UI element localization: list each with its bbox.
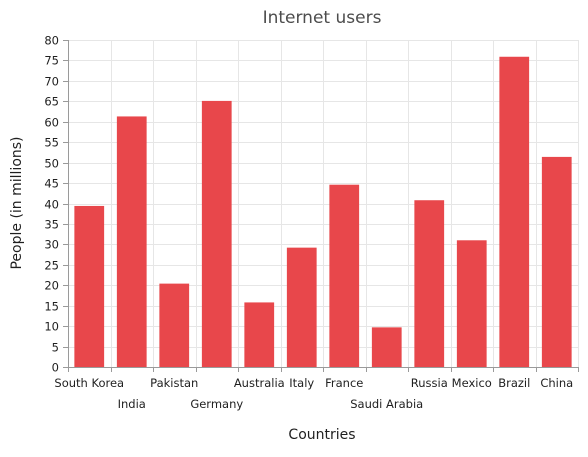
x-axis-category-labels: South Korea India Pakistan Germany Australia… [54, 376, 573, 411]
bar-india [116, 116, 147, 367]
y-axis-tick-label: 10 [44, 320, 59, 334]
bar-italy [286, 247, 317, 367]
bar-south-korea [74, 205, 105, 367]
y-axis-tick-label: 25 [44, 259, 59, 273]
y-axis-tick-labels: 0 5 10 15 20 25 30 35 40 45 50 55 60 65 70 75 80 [44, 34, 59, 375]
x-axis-category-label: France [325, 376, 363, 390]
x-axis-category-label: Russia [411, 376, 448, 390]
bar-mexico [456, 240, 487, 367]
y-axis-tick-label: 35 [44, 218, 59, 232]
bar-germany [201, 100, 232, 367]
y-axis-tick-label: 70 [44, 75, 59, 89]
bar-saudi-arabia [371, 327, 402, 367]
x-axis-category-label: Germany [190, 397, 243, 411]
y-axis-tick-label: 50 [44, 157, 59, 171]
bar-pakistan [159, 283, 190, 367]
y-axis-tick-label: 30 [44, 238, 59, 252]
y-axis-tick-label: 80 [44, 34, 59, 48]
axes [63, 40, 579, 372]
y-axis-title: People (in millions) [9, 136, 25, 269]
y-axis-tick-label: 60 [44, 116, 59, 130]
bar-france [329, 184, 360, 367]
x-axis-category-label: Mexico [452, 376, 492, 390]
y-axis-tick-label: 65 [44, 95, 59, 109]
bar-russia [414, 200, 445, 367]
x-axis-category-label: Brazil [498, 376, 530, 390]
x-axis-category-label: Pakistan [150, 376, 198, 390]
bar-series [74, 56, 572, 367]
y-axis-tick-label: 0 [52, 361, 59, 375]
y-axis-tick-label: 20 [44, 279, 59, 293]
x-axis-category-label: India [118, 397, 146, 411]
x-axis-title: Countries [288, 427, 355, 443]
y-axis-tick-label: 55 [44, 136, 59, 150]
x-axis-category-label: Saudi Arabia [350, 397, 423, 411]
x-axis-category-label: Australia [234, 376, 285, 390]
x-axis-category-label: China [540, 376, 573, 390]
x-axis-category-label: Italy [289, 376, 314, 390]
y-axis-tick-label: 75 [44, 54, 59, 68]
chart-title: Internet users [263, 8, 382, 28]
y-axis-tick-label: 5 [52, 341, 59, 355]
x-axis-category-label: South Korea [54, 376, 124, 390]
y-axis-tick-label: 15 [44, 300, 59, 314]
grid-lines [68, 40, 579, 367]
y-axis-tick-label: 40 [44, 198, 59, 212]
y-axis-tick-label: 45 [44, 177, 59, 191]
bar-brazil [499, 56, 530, 367]
bar-australia [244, 302, 275, 367]
bar-china [541, 156, 572, 367]
